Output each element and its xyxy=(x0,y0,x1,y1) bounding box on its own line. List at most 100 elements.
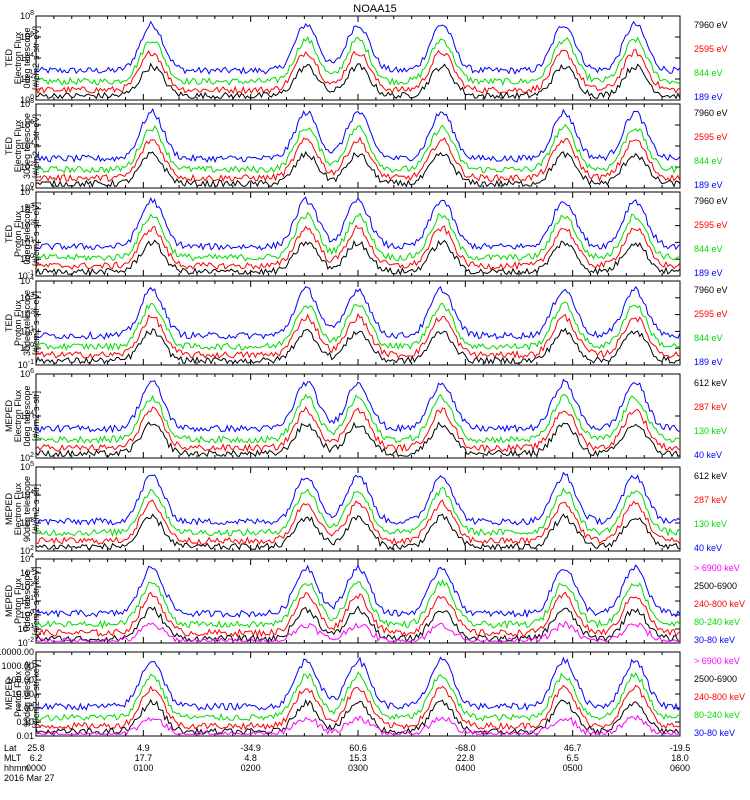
series-line xyxy=(35,620,681,643)
y-tick-label: 108 xyxy=(20,10,34,21)
x-tick-lat: -19.5 xyxy=(670,743,691,753)
x-tick-mlt: 18.0 xyxy=(671,753,689,763)
panel-5: 102 104 106 MEPEDElectron Flux0deg telescop… xyxy=(4,368,727,463)
y-tick-label: 101 xyxy=(20,236,34,247)
x-tick-hhmm: 0400 xyxy=(455,763,475,773)
y-axis-label-line: TED xyxy=(4,224,14,243)
x-tick-mlt: 4.8 xyxy=(244,753,257,763)
y-tick-label: 100 xyxy=(20,182,34,193)
y-axis-label: TEDElectron Flux0deg telescope[#/cm2-s-s… xyxy=(4,26,41,90)
panel-4: 10-1 100 101 102 103 104 TEDProton Flux30deg t… xyxy=(4,275,728,370)
y-tick-label: 103 xyxy=(20,517,34,528)
legend-entry: 130 keV xyxy=(694,426,727,436)
y-tick-label: 101 xyxy=(20,595,34,606)
y-axis-label-line: Proton Flux xyxy=(13,577,23,624)
y-tick-label: 104 xyxy=(20,410,34,421)
x-tick-mlt: 17.7 xyxy=(135,753,153,763)
y-axis-label-line: Electron Flux xyxy=(13,31,23,84)
series-line xyxy=(35,579,681,630)
legend-entry: 2595 eV xyxy=(694,132,728,142)
y-axis-label-line: TED xyxy=(4,48,14,67)
y-tick-label: 100 xyxy=(20,342,34,353)
legend-entry: 612 keV xyxy=(694,378,727,388)
y-tick-label: 102 xyxy=(20,545,34,556)
x-tick-lat: -34.9 xyxy=(240,743,261,753)
y-tick-label: 104 xyxy=(20,140,34,151)
y-tick-label: 106 xyxy=(20,119,34,130)
y-tick-label: 10-2 xyxy=(18,637,34,648)
series-line xyxy=(35,393,681,445)
y-tick-label: 104 xyxy=(20,186,34,197)
legend-entry: 2595 eV xyxy=(694,309,728,319)
series-line xyxy=(35,471,681,526)
y-axis-label-line: Electron Flux xyxy=(13,119,23,172)
y-tick-label: 103 xyxy=(20,292,34,303)
y-tick-label: 101 xyxy=(20,325,34,336)
y-axis-label-line: [#/cm2-s-str-keV] xyxy=(31,567,41,636)
y-tick-label: 102 xyxy=(20,161,34,172)
x-axis-row-label: 2016 Mar 27 xyxy=(4,773,55,783)
y-axis-label-line: MEPED xyxy=(4,400,14,433)
y-axis-label-line: 0deg telescope xyxy=(22,385,32,446)
series-line xyxy=(35,563,681,619)
y-axis-label-line: Proton Flux xyxy=(13,299,23,346)
y-tick-label: 100.00 xyxy=(6,675,34,685)
series-line xyxy=(35,671,681,722)
y-axis-label-line: MEPED xyxy=(4,678,14,711)
legend-entry: 40 keV xyxy=(694,543,722,553)
legend-entry: 189 eV xyxy=(694,357,723,367)
series-line xyxy=(36,123,681,174)
legend-entry: > 6900 keV xyxy=(694,563,740,573)
series-line xyxy=(35,513,681,551)
series-line xyxy=(35,378,680,434)
y-axis-label-line: [#/cm2-s-str-eV] xyxy=(31,202,41,266)
y-axis-label-line: [#/cm2-s-str] xyxy=(31,484,41,534)
series-line xyxy=(35,656,681,711)
y-tick-label: 102 xyxy=(20,452,34,463)
y-tick-label: 104 xyxy=(20,275,34,286)
x-tick-hhmm: 0200 xyxy=(241,763,261,773)
x-tick-mlt: 22.8 xyxy=(457,753,475,763)
y-axis-label: TEDProton Flux0deg telescope[#/cm2-s-str… xyxy=(4,202,41,266)
y-axis-label-line: [#/cm2-s-str-eV] xyxy=(31,114,41,178)
series-line xyxy=(35,301,681,352)
y-axis-label-line: [#/cm2-s-str-keV] xyxy=(31,660,41,729)
legend-entry: 240-800 keV xyxy=(694,599,745,609)
y-axis-label-line: Electron Flux xyxy=(13,389,23,442)
x-tick-lat: 25.8 xyxy=(27,743,45,753)
series-line xyxy=(35,312,681,360)
y-tick-label: 10-1 xyxy=(18,359,34,370)
series-line xyxy=(35,35,681,87)
series-line xyxy=(35,714,681,736)
y-tick-label: 104 xyxy=(20,489,34,500)
y-axis-label: MEPEDElectron Flux0deg telescope[#/cm2-s… xyxy=(4,385,41,446)
y-tick-label: 102 xyxy=(20,220,34,231)
y-tick-label: 104 xyxy=(20,52,34,63)
y-tick-label: 100 xyxy=(20,253,34,264)
legend-entry: 844 eV xyxy=(694,333,723,343)
y-axis-label-line: MEPED xyxy=(4,493,14,526)
y-axis-label-line: Proton Flux xyxy=(13,670,23,717)
legend-entry: 612 keV xyxy=(694,471,727,481)
y-tick-label: 104 xyxy=(20,553,34,564)
y-axis-label-line: Electron Flux xyxy=(13,482,23,535)
y-tick-label: 0.10 xyxy=(16,717,34,727)
y-axis-label-line: 0deg telescope xyxy=(22,203,32,264)
y-tick-label: 102 xyxy=(20,581,34,592)
y-tick-label: 10.00 xyxy=(11,689,34,699)
series-line xyxy=(35,62,681,100)
series-line xyxy=(35,591,681,638)
y-axis-label-line: TED xyxy=(4,313,14,332)
x-tick-lat: 60.6 xyxy=(349,743,367,753)
x-tick-hhmm: 0100 xyxy=(133,763,153,773)
legend-entry: 844 eV xyxy=(694,244,723,254)
series-line xyxy=(35,327,681,365)
y-axis-label: MEPEDElectron Flux90deg telescope[#/cm2-… xyxy=(4,476,41,542)
legend-entry: 287 keV xyxy=(694,495,727,505)
series-line xyxy=(35,605,681,643)
series-line xyxy=(35,107,681,163)
y-axis-label-line: [#/cm2-s-str-eV] xyxy=(31,291,41,355)
x-tick-lat: 46.7 xyxy=(564,743,582,753)
x-tick-hhmm: 0600 xyxy=(670,763,690,773)
panel-frame xyxy=(35,466,681,552)
